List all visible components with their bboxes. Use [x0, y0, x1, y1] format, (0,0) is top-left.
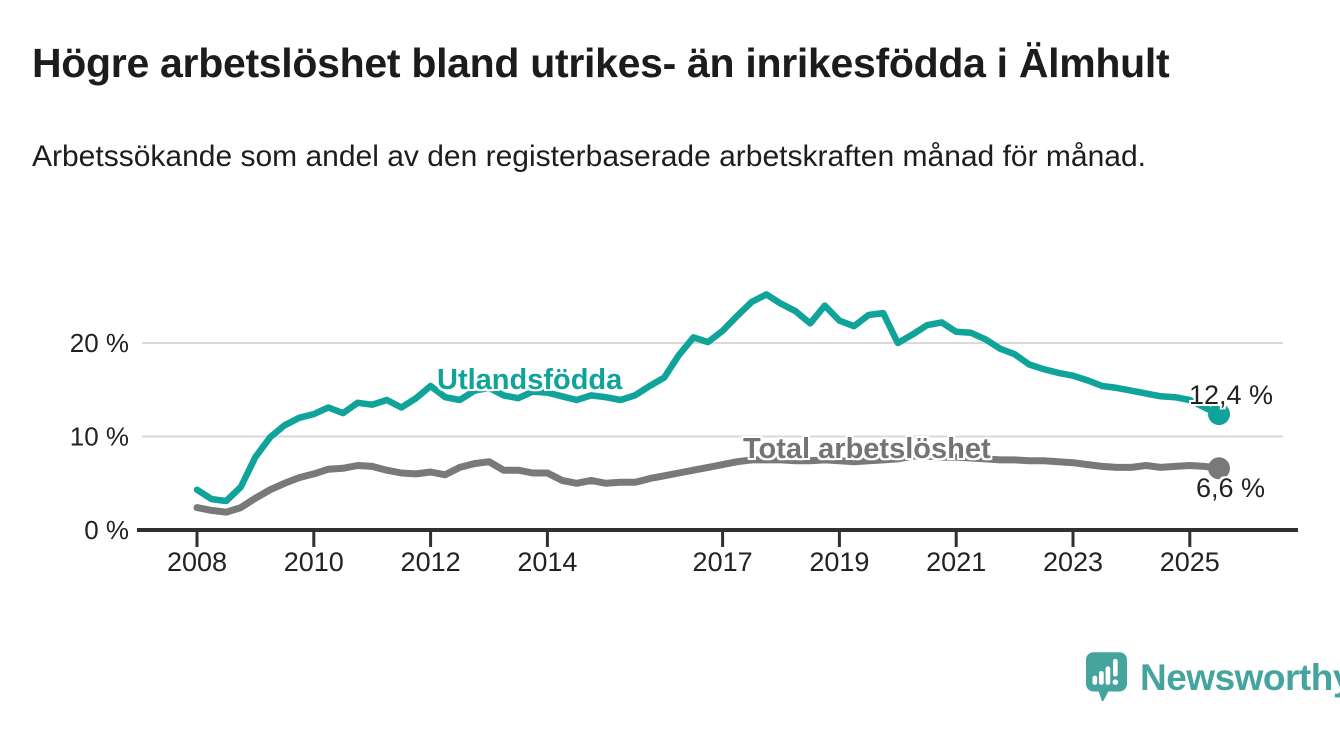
end-value-label-total: 6,6 %	[1196, 473, 1266, 503]
x-tick-label-2023: 2023	[1043, 547, 1103, 577]
series-end-dot-utlandsfodda	[1208, 403, 1230, 426]
series-label-total-arbetsloshet: Total arbetslöshet	[743, 433, 991, 465]
end-value-label-utlandsfodda: 12,4 %	[1189, 380, 1274, 410]
series-line-utlandsfodda	[193, 291, 1223, 505]
x-tick-label-2017: 2017	[693, 547, 753, 577]
x-tick-label-2008: 2008	[167, 547, 227, 577]
x-tick-label-2010: 2010	[284, 547, 344, 577]
page-title: Högre arbetslöshet bland utrikes- än inr…	[32, 40, 1170, 86]
series-end-dot-total	[1208, 457, 1230, 480]
x-tick-label-2021: 2021	[926, 547, 986, 577]
logo-bar-3	[1105, 666, 1111, 685]
logo-bar-2	[1099, 670, 1104, 685]
page-subtitle: Arbetssökande som andel av den registerb…	[32, 140, 1146, 173]
y-tick-label-0: 0 %	[84, 515, 129, 545]
series-label-utlandsfodda: Utlandsfödda	[437, 364, 623, 396]
newsworthy-logo-icon	[1086, 652, 1127, 702]
x-tick-label-2012: 2012	[401, 547, 461, 577]
newsworthy-logo-text: Newsworthy	[1140, 656, 1340, 698]
x-tick-label-2025: 2025	[1160, 547, 1220, 577]
logo-exclamation-bar	[1113, 658, 1118, 677]
x-tick-label-2014: 2014	[517, 547, 577, 577]
series-line-total	[193, 452, 1223, 516]
y-tick-label-20: 20 %	[70, 328, 129, 358]
x-tick-label-2019: 2019	[809, 547, 869, 577]
logo-exclamation-dot	[1112, 679, 1119, 685]
logo-bar-1	[1092, 675, 1098, 685]
newsworthy-logo: Newsworthy	[1086, 652, 1340, 702]
y-tick-label-10: 10 %	[70, 422, 129, 452]
